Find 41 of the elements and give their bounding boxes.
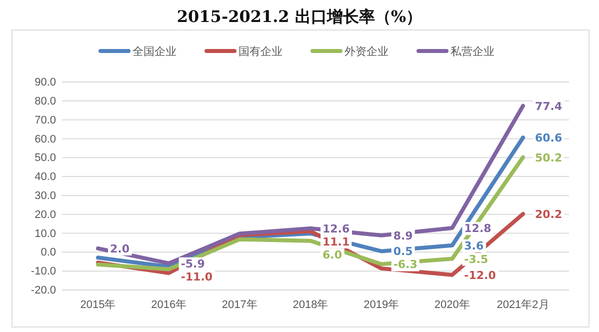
legend-label: 私营企业 [450,45,494,58]
x-tick-label: 2015年 [80,298,116,311]
y-tick-label: 20.0 [34,208,56,221]
y-tick-label: 40.0 [34,171,56,184]
chart-title: 2015-2021.2 出口增长率（%） [176,7,422,26]
y-tick-label: 80.0 [34,95,56,108]
x-tick-label: 2021年2月 [496,298,550,311]
y-tick-label: 0.0 [40,246,56,259]
data-label: 0.5 [393,245,413,258]
x-tick-label: 2016年 [151,298,187,311]
y-tick-label: 10.0 [34,228,56,240]
data-label: -5.9 [180,257,205,270]
x-tick-label: 2019年 [364,298,400,311]
data-label: 11.1 [322,235,350,248]
legend-label: 全国企业 [132,45,176,58]
x-tick-label: 2020年 [434,298,470,311]
legend-label: 外资企业 [344,45,388,58]
data-label: 20.2 [535,208,562,221]
data-label: 3.6 [464,239,484,252]
data-label: 8.9 [393,229,413,242]
data-label: 12.6 [322,222,350,236]
x-tick-label: 2017年 [222,298,258,311]
data-label: -6.3 [393,258,418,272]
data-label: 50.2 [535,151,562,164]
data-label: -3.5 [464,252,488,266]
y-tick-label: 60.0 [34,133,56,146]
y-tick-label: 30.0 [34,190,56,202]
x-tick-label: 2018年 [292,298,328,311]
data-label: -11.0 [180,270,213,284]
data-label: 60.6 [535,132,562,145]
data-label: 2.0 [110,242,130,256]
data-label: 12.8 [464,222,492,235]
y-tick-label: -10.0 [30,266,56,278]
data-label: -12.0 [464,268,496,282]
data-label: 77.4 [535,100,562,113]
y-tick-label: -20.0 [30,284,56,297]
y-tick-label: 70.0 [34,114,56,126]
legend-label: 国有企业 [238,45,282,58]
data-label: 6.0 [322,248,342,262]
y-tick-label: 90.0 [34,76,56,89]
y-tick-label: 50.0 [34,152,56,164]
